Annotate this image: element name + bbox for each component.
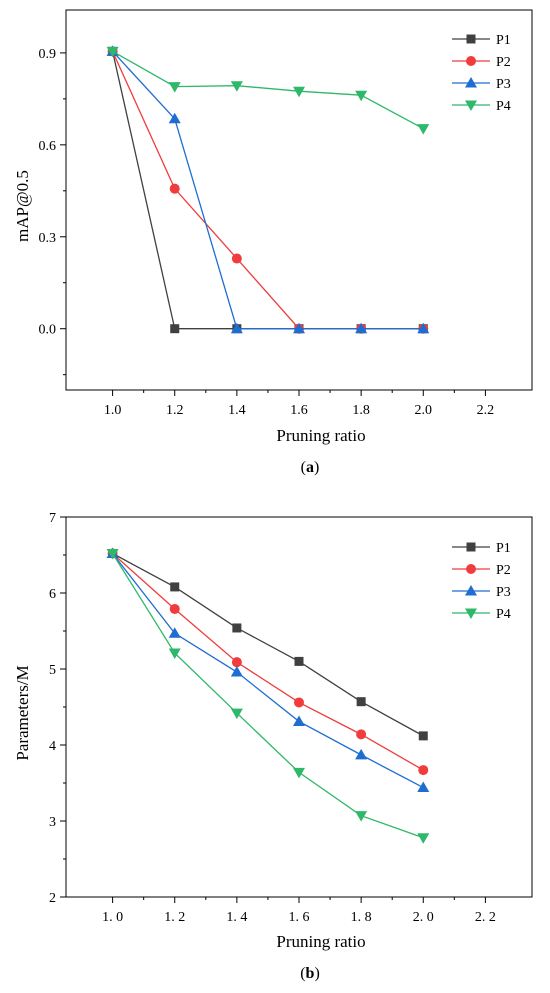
data-point-p4 (168, 82, 181, 93)
data-point-p4 (355, 811, 368, 822)
series-line-p2 (112, 552, 424, 771)
x-tick-label: 1.0 (104, 403, 122, 418)
data-point-p2 (418, 765, 429, 776)
data-point-p3 (417, 322, 430, 334)
data-point-p2 (169, 603, 180, 614)
data-point-p4 (106, 46, 119, 58)
data-point-p3 (417, 781, 430, 793)
legend-label-p4: P4 (496, 607, 511, 622)
series-line-p4 (112, 50, 424, 130)
x-axis-title: Pruning ratio (276, 426, 365, 445)
y-tick-label: 5 (49, 663, 56, 678)
legend-label-p2: P2 (496, 55, 511, 70)
series-line-p2 (112, 51, 424, 330)
data-point-p3 (168, 112, 181, 124)
x-tick-label: 1.4 (228, 403, 246, 418)
data-point-p2 (169, 183, 180, 194)
data-point-p1 (356, 697, 366, 707)
y-tick-label: 0.9 (39, 47, 57, 62)
legend-marker-p1 (466, 34, 476, 44)
series-line-p1 (112, 552, 424, 737)
legend-marker-p2 (466, 564, 476, 574)
data-point-p4 (106, 548, 119, 560)
data-point-p4 (417, 124, 430, 135)
data-point-p3 (355, 322, 368, 334)
data-point-p1 (418, 731, 428, 741)
legend-marker-p3 (465, 77, 477, 88)
legend-label-p3: P3 (496, 585, 511, 600)
x-tick-label: 1.8 (352, 403, 370, 418)
figure-caption: (a) (301, 459, 320, 476)
legend-label-p4: P4 (496, 99, 511, 114)
data-point-p4 (355, 90, 368, 102)
series-line-p3 (112, 553, 424, 789)
y-tick-label: 0.0 (39, 323, 57, 338)
x-tick-label: 1.6 (290, 403, 308, 418)
x-tick-label: 2. 0 (413, 910, 434, 925)
data-point-p1 (232, 623, 242, 633)
legend-marker-p4 (465, 608, 477, 619)
data-point-p1 (170, 582, 180, 592)
data-point-p4 (230, 81, 243, 92)
series-line-p4 (112, 553, 424, 839)
data-point-p2 (231, 253, 242, 264)
x-tick-label: 2. 2 (475, 910, 496, 925)
figure-caption: (b) (300, 965, 320, 982)
data-point-p1 (170, 324, 180, 334)
x-axis-title: Pruning ratio (276, 932, 365, 951)
legend-marker-p2 (466, 56, 476, 66)
data-point-p2 (294, 697, 304, 708)
data-point-p3 (230, 322, 243, 334)
y-tick-label: 0.6 (39, 139, 57, 154)
data-point-p4 (293, 767, 305, 779)
x-tick-label: 2.0 (415, 403, 433, 418)
data-point-p2 (231, 657, 242, 668)
y-axis-title: mAP@0.5 (13, 170, 32, 242)
y-tick-label: 3 (49, 815, 56, 830)
x-tick-label: 2.2 (477, 403, 495, 418)
x-tick-label: 1. 2 (164, 910, 185, 925)
y-tick-label: 0.3 (39, 231, 57, 246)
data-point-p4 (293, 86, 305, 98)
x-tick-label: 1. 4 (226, 910, 247, 925)
legend-label-p1: P1 (496, 33, 511, 48)
y-tick-label: 7 (49, 511, 56, 526)
x-tick-label: 1.2 (166, 403, 184, 418)
legend-marker-p1 (466, 542, 476, 552)
x-tick-label: 1. 0 (102, 910, 123, 925)
data-point-p3 (230, 666, 243, 677)
data-point-p2 (356, 729, 367, 740)
legend-label-p2: P2 (496, 563, 511, 578)
data-point-p1 (294, 656, 304, 666)
data-point-p3 (293, 322, 305, 334)
legend-marker-p4 (465, 100, 477, 111)
legend-marker-p3 (465, 585, 477, 596)
legend-label-p1: P1 (496, 541, 511, 556)
data-point-p4 (230, 708, 243, 720)
series-line-p3 (112, 50, 424, 330)
data-point-p4 (168, 648, 181, 660)
chart-panel-a: 1.0 1.2 1.4 1.6 1.8 2.0 2.2 0.0 0.3 0.6 0.9 Pruning… (13, 9, 533, 476)
legend-label-p3: P3 (496, 77, 511, 92)
y-axis-title: Parameters/M (13, 665, 32, 760)
data-point-p3 (355, 748, 368, 760)
x-tick-label: 1. 8 (351, 910, 372, 925)
data-point-p4 (417, 833, 430, 844)
y-tick-label: 6 (49, 587, 56, 602)
data-point-p3 (293, 715, 305, 726)
data-point-p3 (168, 627, 181, 638)
y-tick-label: 2 (49, 891, 56, 906)
x-tick-label: 1. 6 (289, 910, 310, 925)
chart-panel-b: 1. 0 1. 2 1. 4 1. 6 1. 8 2. 0 2. 2 2 3 4 5 6 7 Prunin… (13, 511, 533, 982)
series-line-p1 (111, 51, 424, 330)
y-tick-label: 4 (49, 739, 56, 754)
